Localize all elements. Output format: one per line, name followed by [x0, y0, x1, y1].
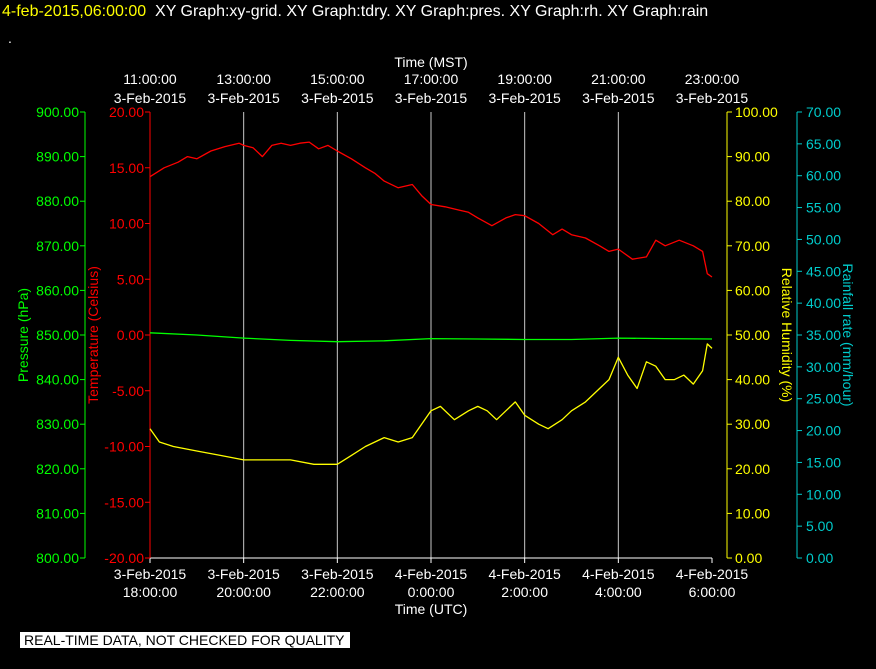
temperature-tick-label: 20.00	[109, 104, 144, 120]
pressure-tick-label: 900.00	[36, 104, 79, 120]
pressure-tick-label: 850.00	[36, 327, 79, 343]
temperature-tick-label: -15.00	[104, 494, 144, 510]
humidity-tick-label: 80.00	[735, 193, 770, 209]
rain-tick-label: 0.00	[806, 550, 833, 566]
temperature-tick-label: -10.00	[104, 439, 144, 455]
rain-tick-label: 25.00	[806, 391, 841, 407]
humidity-tick-label: 90.00	[735, 149, 770, 165]
humidity-axis-title: Relative Humidity (%)	[779, 268, 795, 403]
bottom-tick-time: 22:00:00	[310, 584, 365, 600]
humidity-tick-label: 10.00	[735, 505, 770, 521]
pressure-series-line	[149, 332, 713, 343]
pressure-axis-title: Pressure (hPa)	[15, 288, 31, 382]
rain-tick-label: 20.00	[806, 423, 841, 439]
temperature-axis-title: Temperature (Celsius)	[85, 266, 101, 404]
top-tick-date: 3-Feb-2015	[395, 90, 468, 106]
temperature-tick-label: 10.00	[109, 216, 144, 232]
temperature-tick-label: 15.00	[109, 160, 144, 176]
top-tick-date: 3-Feb-2015	[676, 90, 749, 106]
timestamp: 4-feb-2015,06:00:00	[2, 3, 147, 20]
top-tick-date: 3-Feb-2015	[582, 90, 655, 106]
humidity-series-line	[149, 343, 713, 465]
temperature-series-line	[149, 141, 713, 278]
humidity-tick-label: 40.00	[735, 372, 770, 388]
humidity-tick-label: 20.00	[735, 461, 770, 477]
header-line: 4-feb-2015,06:00:00 XY Graph:xy-grid. XY…	[2, 3, 708, 21]
top-tick-time: 21:00:00	[591, 71, 646, 87]
top-tick-date: 3-Feb-2015	[488, 90, 561, 106]
rain-tick-label: 70.00	[806, 104, 841, 120]
rain-tick-label: 40.00	[806, 295, 841, 311]
bottom-tick-time: 18:00:00	[123, 584, 178, 600]
header-dot: .	[8, 30, 12, 46]
bottom-tick-date: 3-Feb-2015	[301, 566, 374, 582]
temperature-tick-label: -5.00	[112, 383, 144, 399]
bottom-tick-time: 6:00:00	[689, 584, 736, 600]
humidity-tick-label: 30.00	[735, 416, 770, 432]
bottom-axis-label: Time (UTC)	[395, 601, 468, 617]
pressure-tick-label: 800.00	[36, 550, 79, 566]
humidity-tick-label: 100.00	[735, 104, 778, 120]
pressure-tick-label: 810.00	[36, 505, 79, 521]
temperature-tick-label: 0.00	[117, 327, 144, 343]
bottom-tick-date: 4-Feb-2015	[582, 566, 655, 582]
top-tick-time: 23:00:00	[685, 71, 740, 87]
rain-tick-label: 50.00	[806, 231, 841, 247]
bottom-tick-time: 4:00:00	[595, 584, 642, 600]
top-tick-date: 3-Feb-2015	[114, 90, 187, 106]
bottom-tick-date: 3-Feb-2015	[114, 566, 187, 582]
top-tick-date: 3-Feb-2015	[301, 90, 374, 106]
rain-tick-label: 30.00	[806, 359, 841, 375]
top-tick-time: 13:00:00	[216, 71, 271, 87]
bottom-tick-date: 3-Feb-2015	[207, 566, 280, 582]
pressure-tick-label: 860.00	[36, 282, 79, 298]
humidity-tick-label: 50.00	[735, 327, 770, 343]
quality-notice: REAL-TIME DATA, NOT CHECKED FOR QUALITY	[20, 632, 351, 648]
rain-tick-label: 5.00	[806, 518, 833, 534]
rain-axis-title: Rainfall rate (mm/hour)	[840, 263, 856, 406]
temperature-tick-label: 5.00	[117, 271, 144, 287]
rain-tick-label: 45.00	[806, 263, 841, 279]
bottom-tick-time: 2:00:00	[501, 584, 548, 600]
rain-tick-label: 10.00	[806, 486, 841, 502]
humidity-tick-label: 70.00	[735, 238, 770, 254]
rain-tick-label: 60.00	[806, 168, 841, 184]
pressure-tick-label: 870.00	[36, 238, 79, 254]
top-tick-time: 17:00:00	[404, 71, 459, 87]
temperature-tick-label: -20.00	[104, 550, 144, 566]
rain-tick-label: 35.00	[806, 327, 841, 343]
pressure-tick-label: 840.00	[36, 372, 79, 388]
top-tick-date: 3-Feb-2015	[207, 90, 280, 106]
humidity-tick-label: 0.00	[735, 550, 762, 566]
top-tick-time: 15:00:00	[310, 71, 365, 87]
pressure-tick-label: 880.00	[36, 193, 79, 209]
pressure-tick-label: 820.00	[36, 461, 79, 477]
graph-list: XY Graph:xy-grid. XY Graph:tdry. XY Grap…	[155, 3, 709, 20]
humidity-tick-label: 60.00	[735, 282, 770, 298]
bottom-tick-date: 4-Feb-2015	[488, 566, 561, 582]
rain-tick-label: 65.00	[806, 136, 841, 152]
top-tick-time: 11:00:00	[123, 71, 177, 87]
bottom-tick-date: 4-Feb-2015	[395, 566, 468, 582]
rain-tick-label: 15.00	[806, 454, 841, 470]
top-axis-label: Time (MST)	[394, 54, 467, 70]
bottom-tick-date: 4-Feb-2015	[676, 566, 749, 582]
pressure-tick-label: 830.00	[36, 416, 79, 432]
rain-tick-label: 55.00	[806, 200, 841, 216]
pressure-tick-label: 890.00	[36, 149, 79, 165]
top-tick-time: 19:00:00	[497, 71, 552, 87]
bottom-tick-time: 0:00:00	[408, 584, 455, 600]
bottom-tick-time: 20:00:00	[216, 584, 271, 600]
